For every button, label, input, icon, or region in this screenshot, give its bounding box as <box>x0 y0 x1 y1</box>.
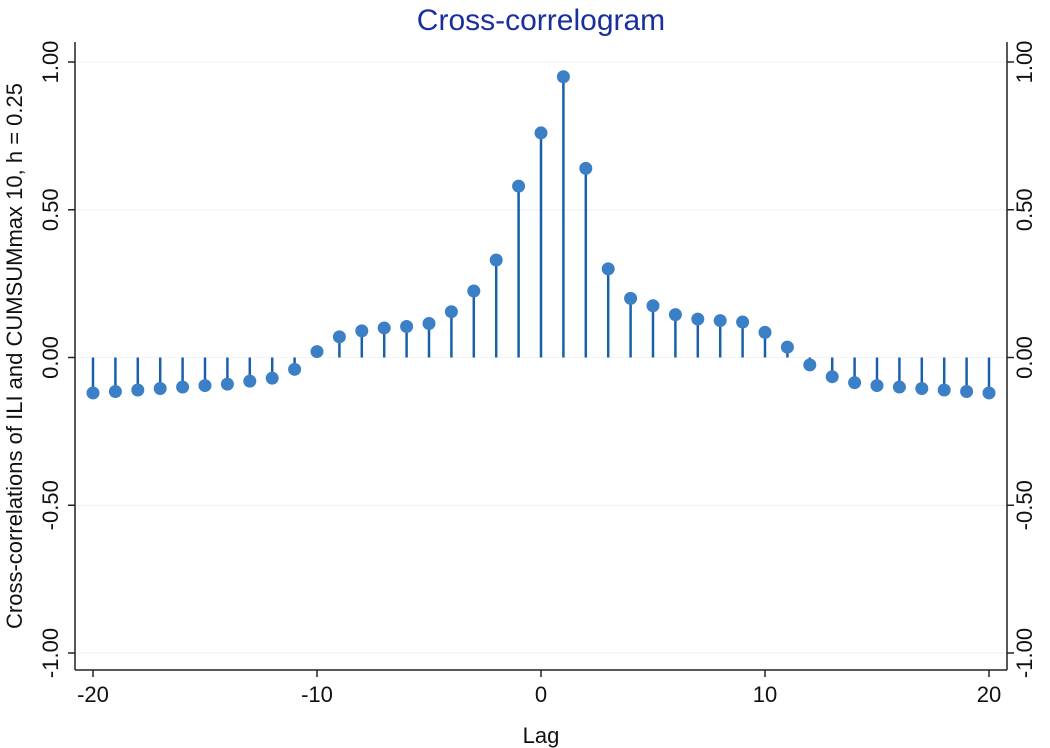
data-point <box>153 382 167 396</box>
chart-title: Cross-correlogram <box>417 4 665 37</box>
right-y-tick-label: -0.50 <box>1012 480 1037 530</box>
data-point <box>713 314 727 328</box>
x-tick-label: -10 <box>301 682 333 707</box>
data-point <box>736 315 750 329</box>
data-point <box>691 312 705 326</box>
data-point <box>937 383 951 397</box>
data-point <box>892 380 906 394</box>
data-point <box>310 345 324 359</box>
data-point <box>512 179 526 193</box>
data-point <box>355 324 369 338</box>
left-y-ticks: -1.00 -0.50 0.00 0.50 1.00 <box>38 41 75 678</box>
data-point <box>86 386 100 400</box>
data-point <box>332 330 346 344</box>
data-point <box>668 308 682 322</box>
x-tick-label: 20 <box>977 682 1001 707</box>
right-y-tick-label: 1.00 <box>1012 41 1037 84</box>
data-point <box>758 325 772 339</box>
data-point <box>870 379 884 393</box>
left-y-tick-label: 0.50 <box>38 188 63 231</box>
data-point <box>400 319 414 333</box>
right-y-tick-label: 0.00 <box>1012 336 1037 379</box>
left-y-tick-label: 0.00 <box>38 336 63 379</box>
data-point <box>444 305 458 319</box>
data-point <box>579 161 593 175</box>
left-y-tick-label: -0.50 <box>38 480 63 530</box>
data-point <box>803 358 817 372</box>
right-y-tick-label: -1.00 <box>1012 628 1037 678</box>
x-tick-label: 0 <box>535 682 547 707</box>
data-point <box>848 376 862 390</box>
data-point <box>198 379 212 393</box>
data-point <box>982 386 996 400</box>
data-point <box>624 291 638 305</box>
x-ticks: -20 -10 0 10 20 <box>77 670 1001 707</box>
right-y-tick-label: 0.50 <box>1012 188 1037 231</box>
data-point <box>825 370 839 384</box>
data-point <box>265 371 279 385</box>
left-y-tick-label: -1.00 <box>38 628 63 678</box>
data-point <box>489 253 503 267</box>
x-tick-label: -20 <box>77 682 109 707</box>
data-point <box>960 384 974 398</box>
right-y-ticks: -1.00 -0.50 0.00 0.50 1.00 <box>1007 41 1037 678</box>
data-point <box>780 340 794 354</box>
data-point <box>601 262 615 276</box>
data-point <box>131 383 145 397</box>
data-point <box>646 299 660 313</box>
data-point <box>556 70 570 84</box>
data-point <box>288 362 302 376</box>
data-point <box>377 321 391 335</box>
y-axis-label: Cross-correlations of ILI and CUMSUMmax … <box>2 83 27 629</box>
x-axis-label: Lag <box>523 723 560 748</box>
data-point <box>467 284 481 298</box>
left-y-tick-label: 1.00 <box>38 41 63 84</box>
data-point <box>534 126 548 140</box>
stem-series <box>91 76 991 393</box>
x-tick-label: 10 <box>753 682 777 707</box>
marker-series <box>86 70 996 400</box>
data-point <box>108 384 122 398</box>
data-point <box>422 317 436 331</box>
data-point <box>220 377 234 391</box>
data-point <box>243 374 257 388</box>
data-point <box>176 380 190 394</box>
data-point <box>915 382 929 396</box>
